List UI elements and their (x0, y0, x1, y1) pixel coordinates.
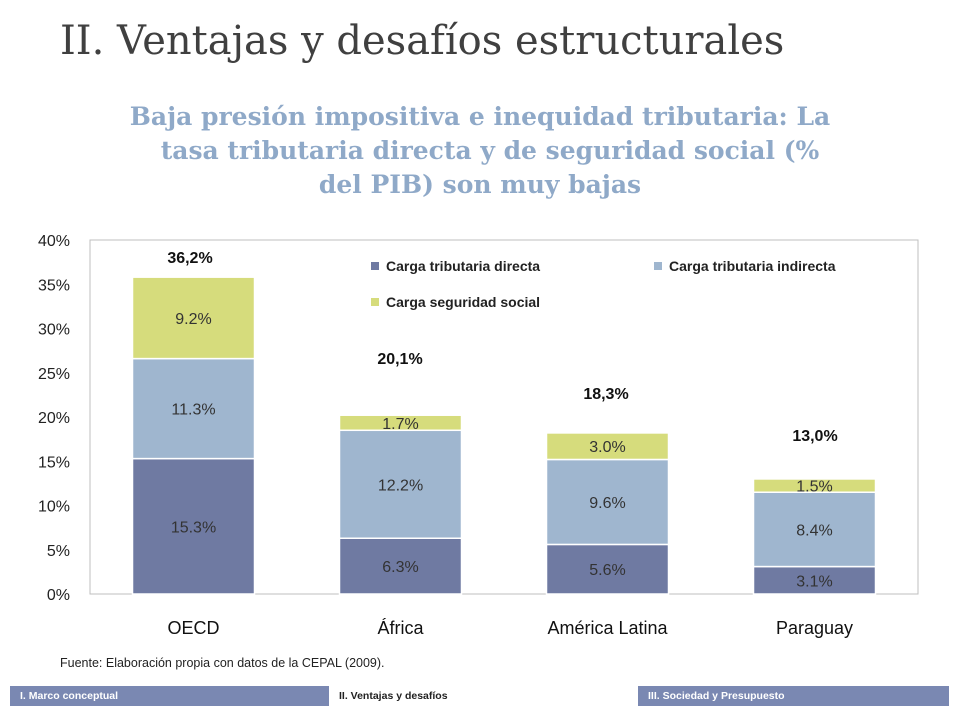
y-tick-label: 35% (38, 277, 70, 294)
footer-section-ventajas[interactable]: II. Ventajas y desafíos (329, 686, 638, 706)
plot-area (89, 239, 919, 595)
total-label: 36,2% (167, 250, 212, 267)
legend-label: Carga tributaria indirecta (669, 258, 836, 274)
y-tick-label: 10% (38, 499, 70, 516)
footer-nav: I. Marco conceptual II. Ventajas y desaf… (10, 686, 949, 706)
slide-subtitle: Baja presión impositiva e inequidad trib… (60, 100, 900, 202)
data-label: 5.6% (589, 562, 625, 579)
y-tick-label: 25% (38, 366, 70, 383)
data-label: 15.3% (171, 519, 216, 536)
y-tick-label: 5% (47, 543, 70, 560)
data-label: 9.2% (175, 311, 211, 328)
footer-section-marco[interactable]: I. Marco conceptual (10, 686, 329, 706)
slide-title: II. Ventajas y desafíos estructurales (60, 18, 785, 64)
subtitle-line-2: tasa tributaria directa y de seguridad s… (160, 136, 820, 165)
bar-segment (545, 543, 670, 595)
y-tick-label: 0% (47, 587, 70, 604)
legend-label: Carga tributaria directa (386, 258, 540, 274)
category-label: América Latina (547, 618, 668, 638)
subtitle-line-1: Baja presión impositiva e inequidad trib… (129, 102, 831, 131)
y-tick-label: 30% (38, 322, 70, 339)
bar-segment (131, 357, 256, 460)
bar-segment (338, 414, 463, 432)
data-label: 3.0% (589, 439, 625, 456)
footer-section-sociedad[interactable]: III. Sociedad y Presupuesto (638, 686, 949, 706)
total-label: 18,3% (583, 386, 628, 403)
category-label: Paraguay (776, 618, 853, 638)
bar-segment (545, 458, 670, 546)
y-tick-label: 20% (38, 410, 70, 427)
data-label: 1.5% (796, 479, 832, 496)
data-label: 11.3% (171, 402, 215, 419)
data-label: 9.6% (589, 495, 625, 512)
legend-swatch (371, 262, 379, 270)
legend-swatch (371, 298, 379, 306)
bar-segment (752, 491, 877, 568)
data-label: 8.4% (796, 522, 832, 539)
bar-segment (338, 429, 463, 539)
y-tick-label: 15% (38, 454, 70, 471)
bar-segment (752, 478, 877, 493)
y-tick-label: 40% (38, 233, 70, 250)
subtitle-line-3: del PIB) son muy bajas (318, 170, 642, 199)
bar-segment (752, 565, 877, 595)
category-label: OECD (167, 618, 219, 638)
category-label: África (377, 618, 424, 638)
total-label: 20,1% (377, 351, 422, 368)
data-label: 3.1% (796, 573, 832, 590)
legend-swatch (654, 262, 662, 270)
bar-segment (545, 432, 670, 461)
total-label: 13,0% (792, 428, 837, 445)
data-label: 1.7% (382, 416, 418, 433)
bar-segment (131, 276, 256, 360)
bar-segment (131, 457, 256, 595)
data-label: 6.3% (382, 559, 418, 576)
source-note: Fuente: Elaboración propia con datos de … (60, 656, 385, 670)
legend-label: Carga seguridad social (386, 294, 540, 310)
data-label: 12.2% (378, 477, 423, 494)
